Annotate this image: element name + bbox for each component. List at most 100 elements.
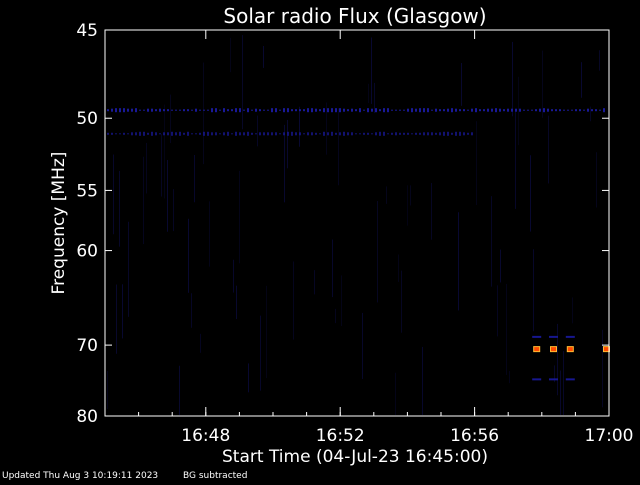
- noise-streak: [260, 315, 261, 391]
- band-mark: [595, 109, 597, 112]
- band-mark: [323, 108, 325, 113]
- band-mark: [479, 109, 481, 112]
- emission-band-layer: [107, 108, 605, 136]
- burst-faint: [549, 335, 558, 338]
- noise-streak: [554, 365, 555, 383]
- band-mark: [191, 133, 193, 135]
- band-mark: [467, 132, 469, 135]
- band-mark: [403, 109, 405, 111]
- band-mark: [423, 108, 425, 113]
- band-mark: [187, 109, 189, 112]
- band-mark: [503, 109, 505, 112]
- noise-streak: [233, 259, 234, 293]
- noise-streak: [128, 221, 129, 317]
- band-mark: [355, 109, 357, 112]
- band-mark: [167, 109, 169, 112]
- band-mark: [179, 109, 181, 111]
- band-mark: [231, 133, 233, 135]
- band-mark: [379, 109, 381, 112]
- band-mark: [443, 131, 445, 136]
- band-mark: [179, 131, 181, 136]
- band-mark: [347, 109, 349, 112]
- noise-streak: [371, 37, 372, 104]
- noise-streak: [572, 297, 573, 324]
- noise-streak: [542, 50, 543, 118]
- noise-streak: [398, 254, 399, 282]
- band-mark: [367, 108, 369, 113]
- band-mark: [495, 108, 497, 113]
- noise-streak: [146, 142, 147, 194]
- noise-streak: [602, 329, 603, 408]
- band-mark: [115, 108, 117, 113]
- band-mark: [143, 109, 145, 111]
- band-mark: [515, 108, 517, 112]
- noise-streak: [386, 186, 387, 204]
- band-mark: [463, 109, 465, 112]
- band-mark: [231, 109, 233, 112]
- noise-streak: [248, 363, 249, 393]
- plot-area: [104, 29, 610, 417]
- burst-layer: [532, 335, 610, 381]
- band-mark: [159, 108, 161, 112]
- noise-streak: [209, 201, 210, 267]
- band-mark: [415, 108, 417, 112]
- band-mark: [111, 132, 113, 135]
- band-mark: [283, 108, 285, 113]
- band-mark: [431, 109, 433, 111]
- band-mark: [291, 131, 293, 136]
- band-mark: [419, 132, 421, 135]
- band-mark: [319, 133, 321, 135]
- band-mark: [551, 109, 553, 112]
- y-tick-label: 50: [76, 109, 98, 129]
- burst-faint: [532, 378, 542, 381]
- band-mark: [395, 109, 397, 111]
- band-mark: [499, 108, 501, 112]
- chart-title: Solar radio Flux (Glasgow): [223, 4, 486, 28]
- band-mark: [171, 131, 173, 136]
- band-mark: [555, 109, 557, 112]
- band-mark: [223, 132, 225, 136]
- band-mark: [271, 132, 273, 136]
- band-mark: [523, 109, 525, 111]
- noise-streak: [143, 156, 144, 245]
- noise-streak: [410, 185, 411, 206]
- x-axis: 16:48 16:52 16:56 17:00: [138, 30, 634, 446]
- noise-streak: [170, 94, 171, 144]
- noise-streak: [326, 102, 327, 155]
- noise-streak: [368, 83, 369, 103]
- band-mark: [599, 109, 601, 111]
- noise-streak: [401, 270, 402, 333]
- band-mark: [143, 131, 145, 136]
- plot-background: [105, 30, 609, 416]
- band-mark: [411, 108, 413, 113]
- band-mark: [219, 133, 221, 135]
- noise-streak: [263, 45, 264, 68]
- band-mark: [235, 108, 237, 113]
- band-mark: [191, 109, 193, 111]
- band-mark: [471, 108, 473, 112]
- noise-streak: [548, 115, 549, 184]
- band-mark: [427, 108, 429, 113]
- burst-core: [604, 347, 609, 352]
- band-mark: [263, 132, 265, 136]
- band-mark: [139, 131, 141, 136]
- band-mark: [427, 132, 429, 136]
- band-mark: [343, 131, 345, 136]
- band-mark: [299, 109, 301, 112]
- noise-streak: [314, 270, 315, 295]
- band-mark: [363, 132, 365, 135]
- noise-streak: [431, 182, 432, 240]
- band-mark: [255, 133, 257, 135]
- band-mark: [303, 133, 305, 135]
- band-mark: [475, 108, 477, 113]
- band-mark: [335, 108, 337, 113]
- band-mark: [339, 132, 341, 136]
- band-mark: [331, 131, 333, 136]
- noise-layer: [107, 35, 603, 415]
- band-mark: [583, 109, 585, 111]
- x-tick-label: 16:56: [450, 426, 499, 446]
- band-mark: [243, 109, 245, 111]
- noise-streak: [530, 155, 531, 232]
- noise-streak: [107, 370, 108, 410]
- noise-streak: [119, 170, 120, 247]
